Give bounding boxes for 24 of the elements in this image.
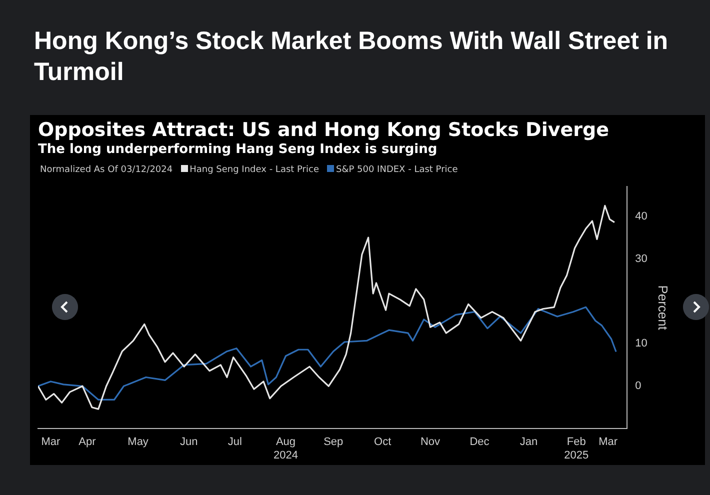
legend-label: S&P 500 INDEX - Last Price: [335, 165, 458, 175]
chart-subtitle: Opposites Attract: US and Hong Kong Stocks Diverge: [38, 119, 609, 141]
x-tick-label: Feb 2025: [564, 436, 589, 462]
x-tick-label: Jan: [520, 436, 538, 448]
y-tick-label: 0: [635, 380, 642, 392]
x-tick-label: May: [128, 436, 149, 448]
x-tick-label: Oct: [374, 436, 392, 448]
x-tick-label: Jul: [228, 436, 242, 448]
y-axis-title: Percent: [656, 285, 671, 330]
x-tick-label: Dec: [470, 436, 490, 448]
text: Normalized As Of 03/12/2024: [40, 165, 173, 175]
x-tick-label: Mar: [598, 436, 618, 448]
x-tick-label: Nov: [420, 436, 441, 448]
y-tick-label: 30: [635, 252, 648, 265]
y-tick-label: 10: [635, 338, 648, 350]
x-tick-label: Jun: [180, 436, 198, 448]
text: The long underperforming Hang Seng Index is surging: [38, 142, 438, 157]
x-tick-label: Sep: [324, 436, 344, 448]
x-tick-label: Aug 2024: [273, 436, 298, 462]
x-tick-label: Mar: [41, 436, 61, 448]
legend-label: Hang Seng Index - Last Price: [188, 165, 319, 175]
x-tick-label: Apr: [78, 436, 96, 448]
chart-title: Hong Kong’s Stock Market Booms With Wall Street in Turmoil: [34, 26, 670, 88]
y-tick-label: 40: [635, 210, 648, 222]
